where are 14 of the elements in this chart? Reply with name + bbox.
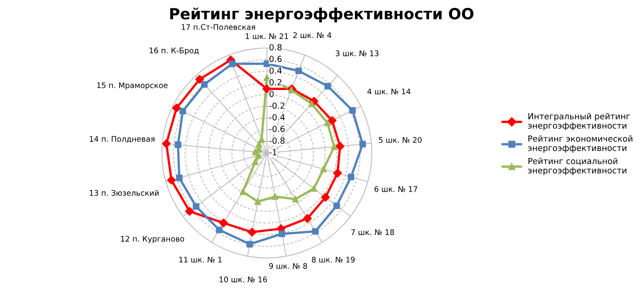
legend-label: Рейтинг социальной энергоэффективности [528,158,626,176]
y-tick-label: -0.4 [269,114,285,120]
y-tick-label: 0 [269,90,274,98]
y-tick-label: 0.2 [269,79,282,86]
y-tick-label: -1 [269,149,276,156]
legend-label: Интегральный рейтинг энергоэффективности [528,112,630,130]
y-tick-label: 0.8 [269,44,282,50]
y-tick-label: -0.2 [269,102,284,109]
y-tick-label: -0.6 [269,126,285,132]
y-tick-label: 0.4 [269,67,282,74]
y-tick-label: -0.8 [269,137,285,144]
legend-label: Рейтинг экономической энергоэффективности [528,135,632,153]
y-tick-label: 0.6 [269,56,282,62]
chart-title: Рейтинг энергоэффективности ОО [170,8,474,22]
